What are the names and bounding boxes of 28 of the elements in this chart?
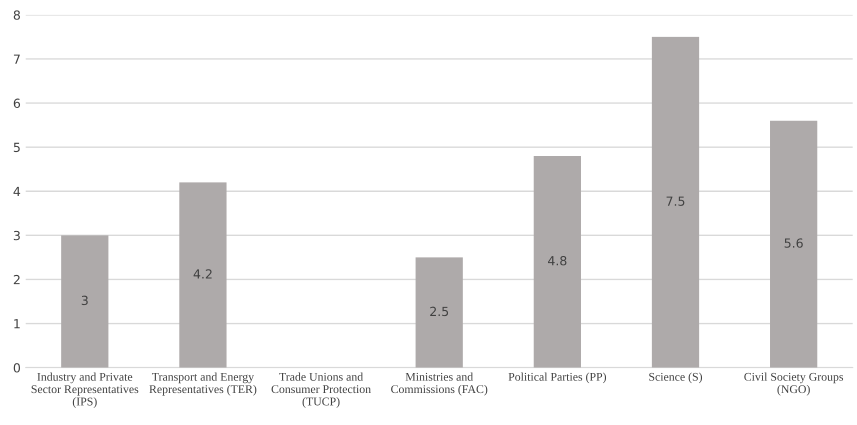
data-label: 4.2 [194, 269, 212, 278]
data-label: 3 [82, 296, 88, 306]
y-tick-label: 2 [14, 274, 20, 284]
data-label: 2.5 [430, 306, 448, 316]
y-tick-label: 1 [14, 319, 20, 328]
y-tick-label: 4 [14, 186, 20, 196]
y-tick-label: 7 [14, 54, 20, 64]
y-tick-label: 3 [14, 230, 20, 240]
y-tick-label: 0 [14, 363, 20, 373]
bar [770, 120, 818, 368]
x-tick-label: Industry and Private Sector Representatives (IPS) [32, 372, 138, 408]
data-label: 4.8 [548, 256, 566, 266]
y-tick-label: 5 [14, 142, 20, 152]
bar [61, 235, 108, 368]
x-tick-label: Science (S) [649, 372, 702, 384]
bar [179, 182, 227, 368]
y-tick-label: 8 [14, 10, 20, 20]
x-tick-label: Civil Society Groups (NGO) [744, 372, 844, 396]
bar [534, 156, 581, 368]
x-tick-label: Political Parties (PP) [508, 372, 606, 384]
x-tick-label: Transport and Energy Representatives (TER) [149, 372, 256, 396]
x-tick-label: Ministries and Commissions (FAC) [391, 372, 488, 396]
bar [652, 36, 700, 368]
data-label: 7.5 [666, 196, 684, 206]
x-tick-label: Trade Unions and Consumer Protection (TUCP) [272, 372, 371, 408]
y-tick-label: 6 [14, 98, 20, 108]
data-label: 5.6 [784, 238, 803, 248]
bar [416, 257, 463, 368]
